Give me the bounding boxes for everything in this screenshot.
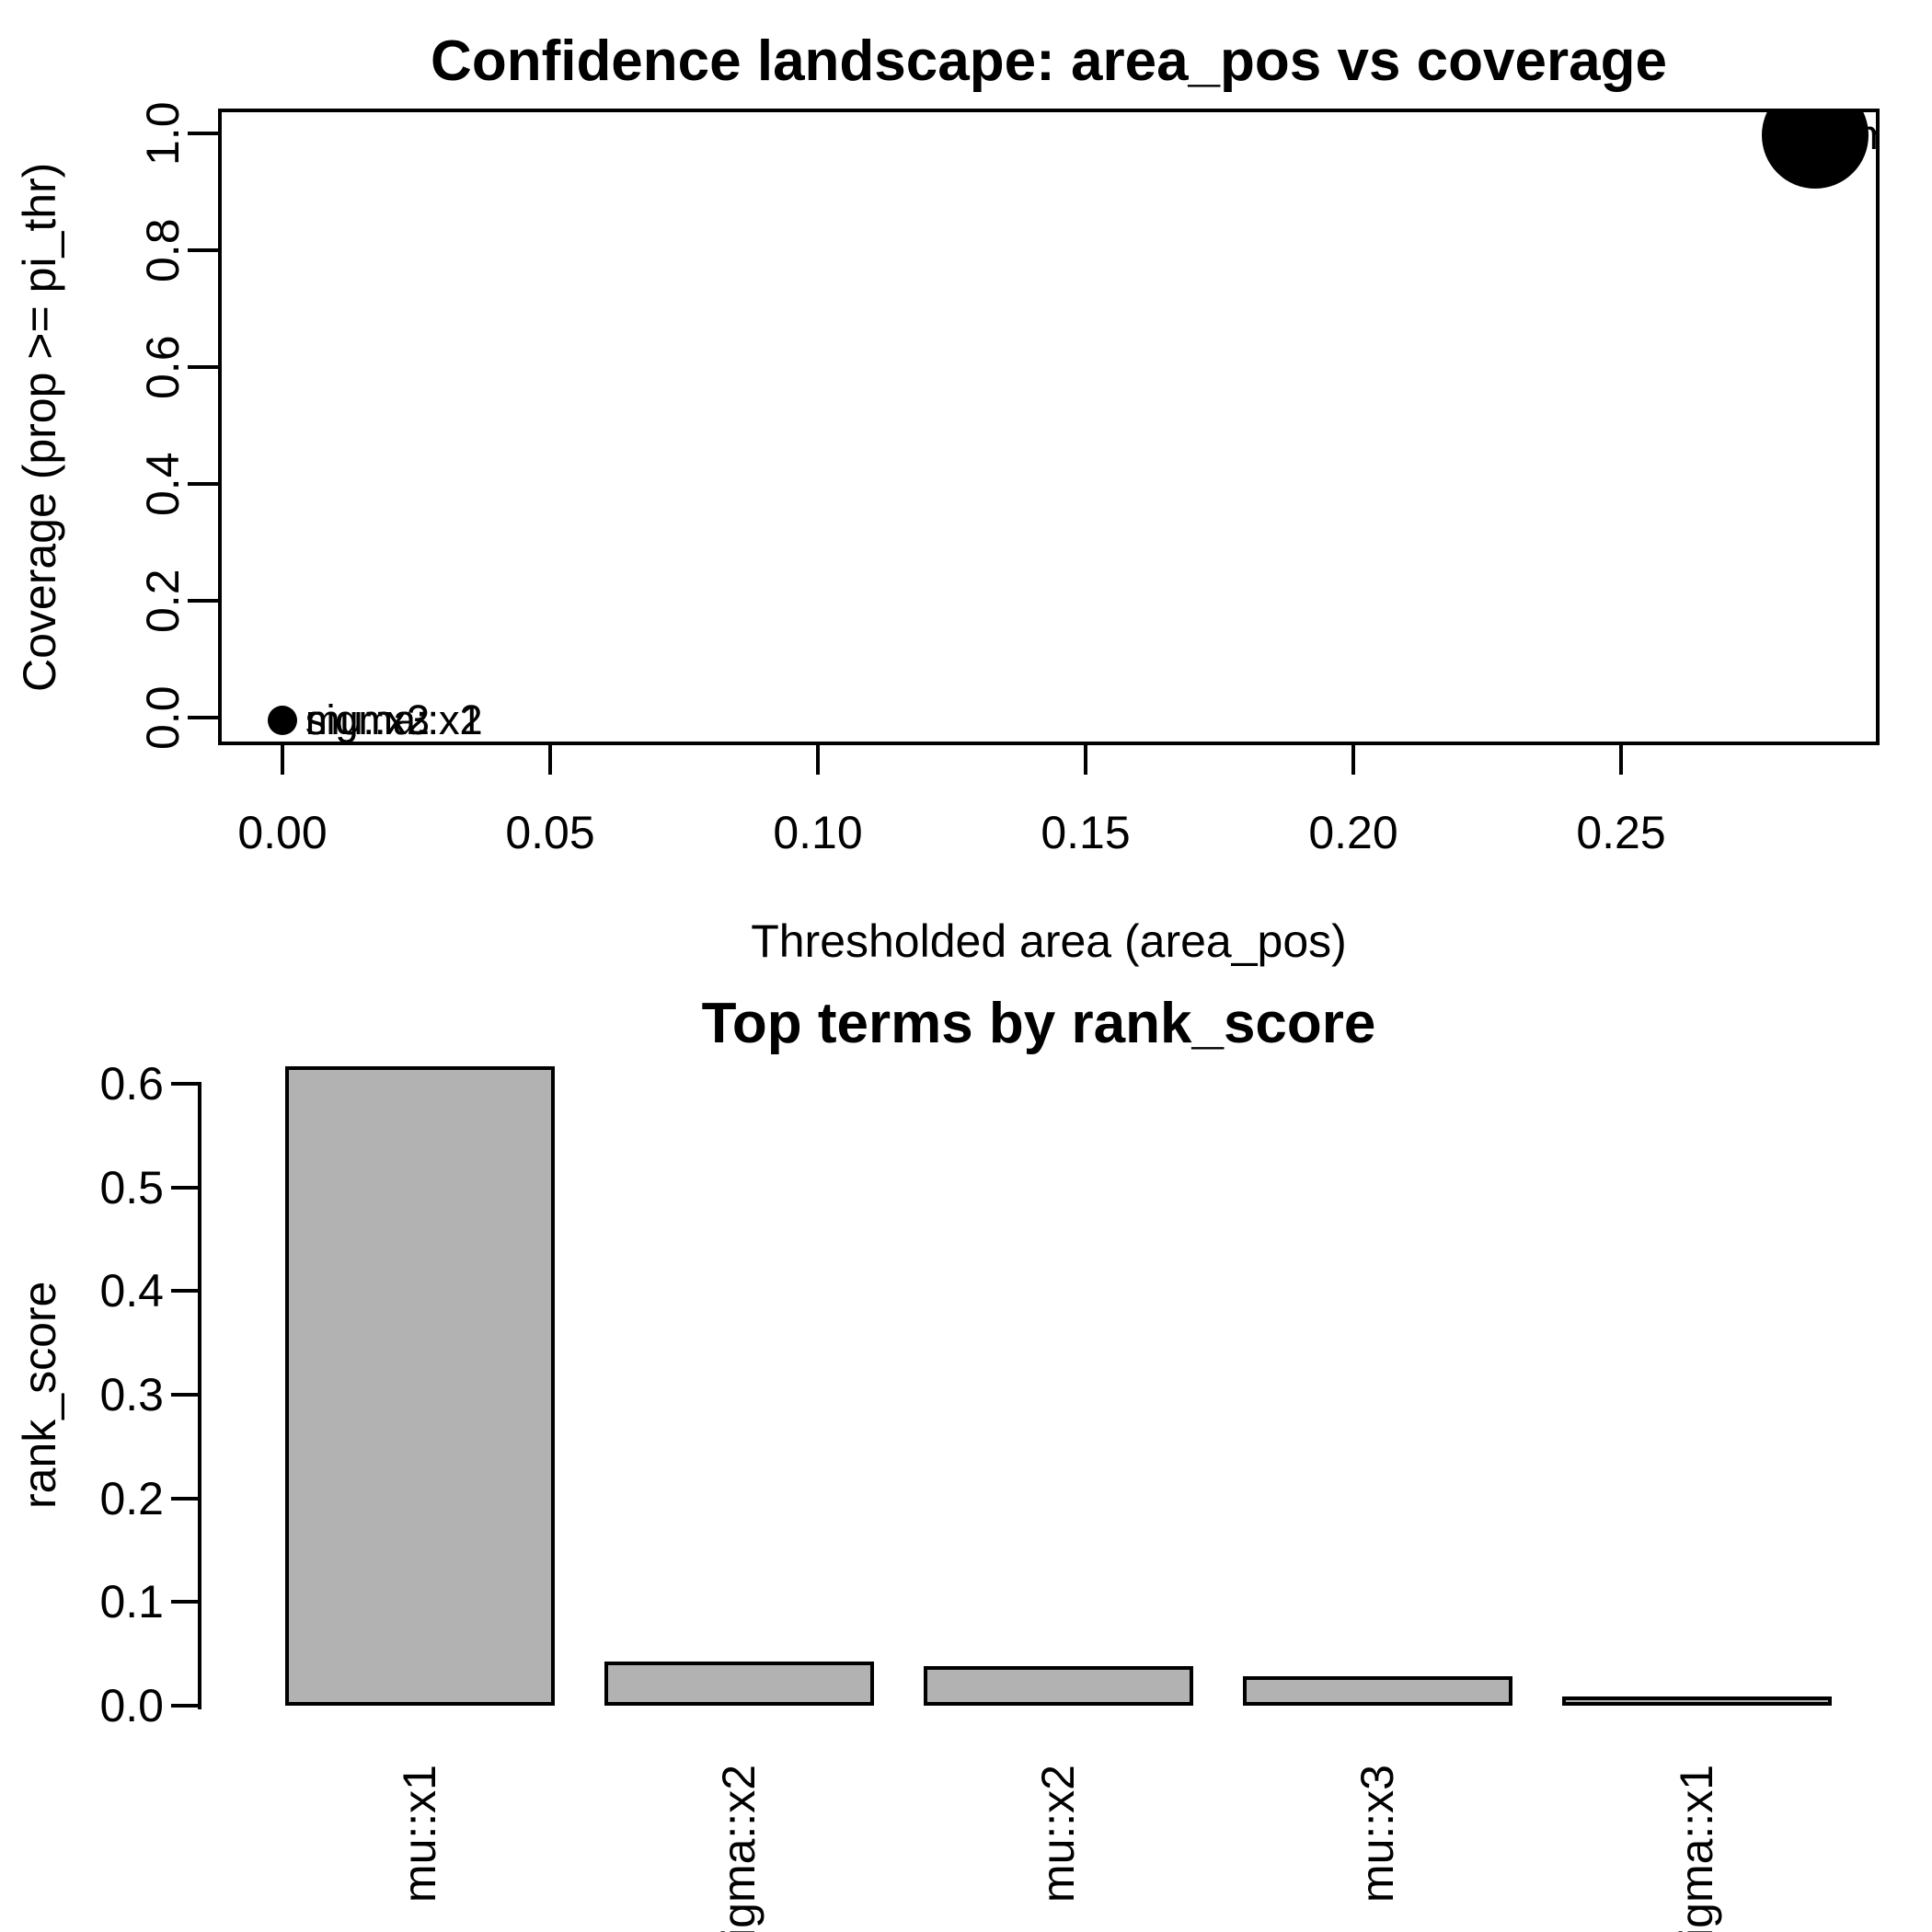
bar-label-mu-x1: mu::x1 xyxy=(394,1765,445,1903)
top-y-tick-label: 0.2 xyxy=(137,569,189,633)
scatter-point-mu-x1 xyxy=(1762,112,1869,189)
scatter-point-label-sigma-x2: sigma::x2 xyxy=(305,696,483,743)
bottom-y-tick-label: 0.6 xyxy=(99,1058,164,1110)
top-y-tick xyxy=(188,248,220,252)
bottom-chart-title: Top terms by rank_score xyxy=(701,992,1376,1055)
top-y-tick-label: 0.4 xyxy=(137,452,189,516)
bar-mu-x2 xyxy=(924,1666,1193,1706)
bottom-y-tick-label: 0.1 xyxy=(99,1576,164,1627)
top-x-tick-label: 0.00 xyxy=(237,807,328,858)
top-x-tick xyxy=(281,745,284,775)
bottom-y-tick-label: 0.3 xyxy=(99,1369,164,1420)
top-x-tick xyxy=(548,745,552,775)
scatter-point-label-sigma-x1: sigma::x1 xyxy=(305,696,483,743)
top-y-tick xyxy=(188,132,220,135)
top-y-tick xyxy=(188,716,220,719)
bottom-y-tick-label: 0.0 xyxy=(99,1680,164,1731)
top-x-tick-label: 0.20 xyxy=(1308,807,1398,858)
top-y-tick-label: 0.0 xyxy=(137,685,189,750)
top-x-tick-label: 0.05 xyxy=(505,807,595,858)
scatter-point-label-mu-x3: mu::x3 xyxy=(305,696,431,743)
bar-label-mu-x2: mu::x2 xyxy=(1032,1765,1084,1903)
bottom-y-tick xyxy=(171,1600,198,1604)
bar-sigma-x2 xyxy=(604,1662,874,1706)
bar-sigma-x1 xyxy=(1562,1696,1832,1706)
top-x-tick xyxy=(816,745,820,775)
top-x-tick-label: 0.10 xyxy=(773,807,863,858)
bar-mu-x3 xyxy=(1243,1676,1512,1706)
top-x-tick xyxy=(1619,745,1623,775)
top-x-tick-label: 0.15 xyxy=(1041,807,1131,858)
bottom-y-tick xyxy=(171,1393,198,1397)
bottom-y-tick-label: 0.4 xyxy=(99,1265,164,1317)
bar-mu-x1 xyxy=(285,1066,555,1706)
top-chart-title: Confidence landscape: area_pos vs covera… xyxy=(431,29,1667,93)
bottom-y-tick xyxy=(171,1082,198,1086)
scatter-point-origin xyxy=(268,706,297,735)
top-y-axis-title: Coverage (prop >= pi_thr) xyxy=(14,162,65,692)
bottom-y-tick xyxy=(171,1497,198,1501)
bottom-y-tick xyxy=(171,1186,198,1190)
bottom-y-axis-line xyxy=(198,1082,201,1709)
top-x-tick-label: 0.25 xyxy=(1576,807,1666,858)
bottom-y-tick xyxy=(171,1289,198,1293)
top-x-axis-title: Thresholded area (area_pos) xyxy=(751,915,1347,967)
top-y-tick xyxy=(188,599,220,603)
top-y-tick-label: 0.8 xyxy=(137,218,189,282)
top-x-tick xyxy=(1084,745,1087,775)
bar-label-mu-x3: mu::x3 xyxy=(1351,1765,1403,1903)
bottom-y-tick-label: 0.2 xyxy=(99,1473,164,1524)
bar-label-sigma-x2: sigma::x2 xyxy=(713,1765,765,1932)
scatter-point-label-mu-x1: mu::x1 xyxy=(1857,114,1876,156)
top-plot-area: mu::x1 sigma::x2 mu::x2 mu::x3 sigma::x1 xyxy=(218,109,1880,745)
bottom-y-tick-label: 0.5 xyxy=(99,1162,164,1213)
top-y-tick-label: 1.0 xyxy=(137,101,189,166)
top-y-tick xyxy=(188,365,220,369)
scatter-point-label-mu-x2: mu::x2 xyxy=(305,696,431,743)
top-y-tick-label: 0.6 xyxy=(137,335,189,399)
top-x-tick xyxy=(1351,745,1355,775)
bar-label-sigma-x1: sigma::x1 xyxy=(1671,1765,1722,1932)
top-y-tick xyxy=(188,482,220,486)
bottom-y-tick xyxy=(171,1704,198,1708)
